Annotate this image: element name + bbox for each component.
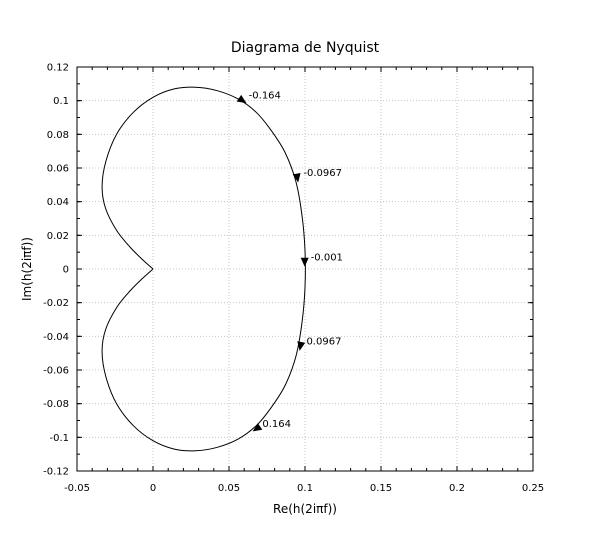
x-tick-label: 0 [150,483,156,494]
x-tick-label: 0.25 [522,483,544,494]
y-axis-label: Im(h(2iπf)) [20,237,34,301]
y-tick-label: -0.12 [43,467,69,478]
y-tick-label: 0.08 [47,130,69,141]
x-tick-label: -0.05 [64,483,90,494]
direction-arrow [252,423,263,432]
y-tick-label: -0.04 [43,332,69,343]
direction-arrow [292,172,301,183]
y-tick-label: 0.1 [53,96,69,107]
direction-arrow [297,341,306,351]
y-tick-label: 0.06 [47,164,69,175]
axis-ticks [76,66,534,472]
x-tick-label: 0.1 [297,483,313,494]
y-tick-label: 0.02 [47,231,69,242]
y-tick-label: 0 [63,265,69,276]
y-tick-label: -0.1 [49,433,69,444]
chart-title: Diagrama de Nyquist [231,40,380,56]
frequency-label: 0.164 [262,419,291,430]
frequency-label: 0.0967 [306,336,341,347]
y-tick-label: 0.12 [47,63,69,74]
y-tick-label: -0.02 [43,298,69,309]
axis-tick-labels: -0.05 0 0.05 0.1 0.15 0.2 0.25 -0.12 -0.1 -0.08 -0… [43,63,544,495]
x-tick-label: 0.05 [218,483,240,494]
y-tick-label: 0.04 [47,197,69,208]
direction-arrow [300,257,309,267]
x-tick-label: 0.15 [370,483,392,494]
direction-arrow [236,94,247,104]
x-tick-label: 0.2 [449,483,465,494]
x-axis-label: Re(h(2iπf)) [273,502,337,516]
frequency-label: -0.001 [311,252,343,263]
frequency-annotations: -0.164 -0.0967 -0.001 0.0967 0.164 [236,91,343,432]
frequency-label: -0.164 [249,91,281,102]
y-tick-label: -0.06 [43,366,69,377]
frequency-label: -0.0967 [303,168,342,179]
y-tick-label: -0.08 [43,399,69,410]
nyquist-curve [101,86,306,452]
